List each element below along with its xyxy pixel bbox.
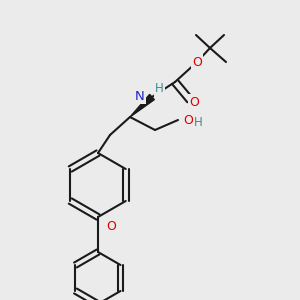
Text: N: N	[135, 89, 145, 103]
Text: H: H	[194, 116, 203, 130]
Text: H: H	[155, 82, 164, 95]
Text: O: O	[183, 113, 193, 127]
Text: O: O	[189, 95, 199, 109]
Text: O: O	[192, 56, 202, 68]
Text: O: O	[106, 220, 116, 232]
Polygon shape	[130, 94, 154, 117]
